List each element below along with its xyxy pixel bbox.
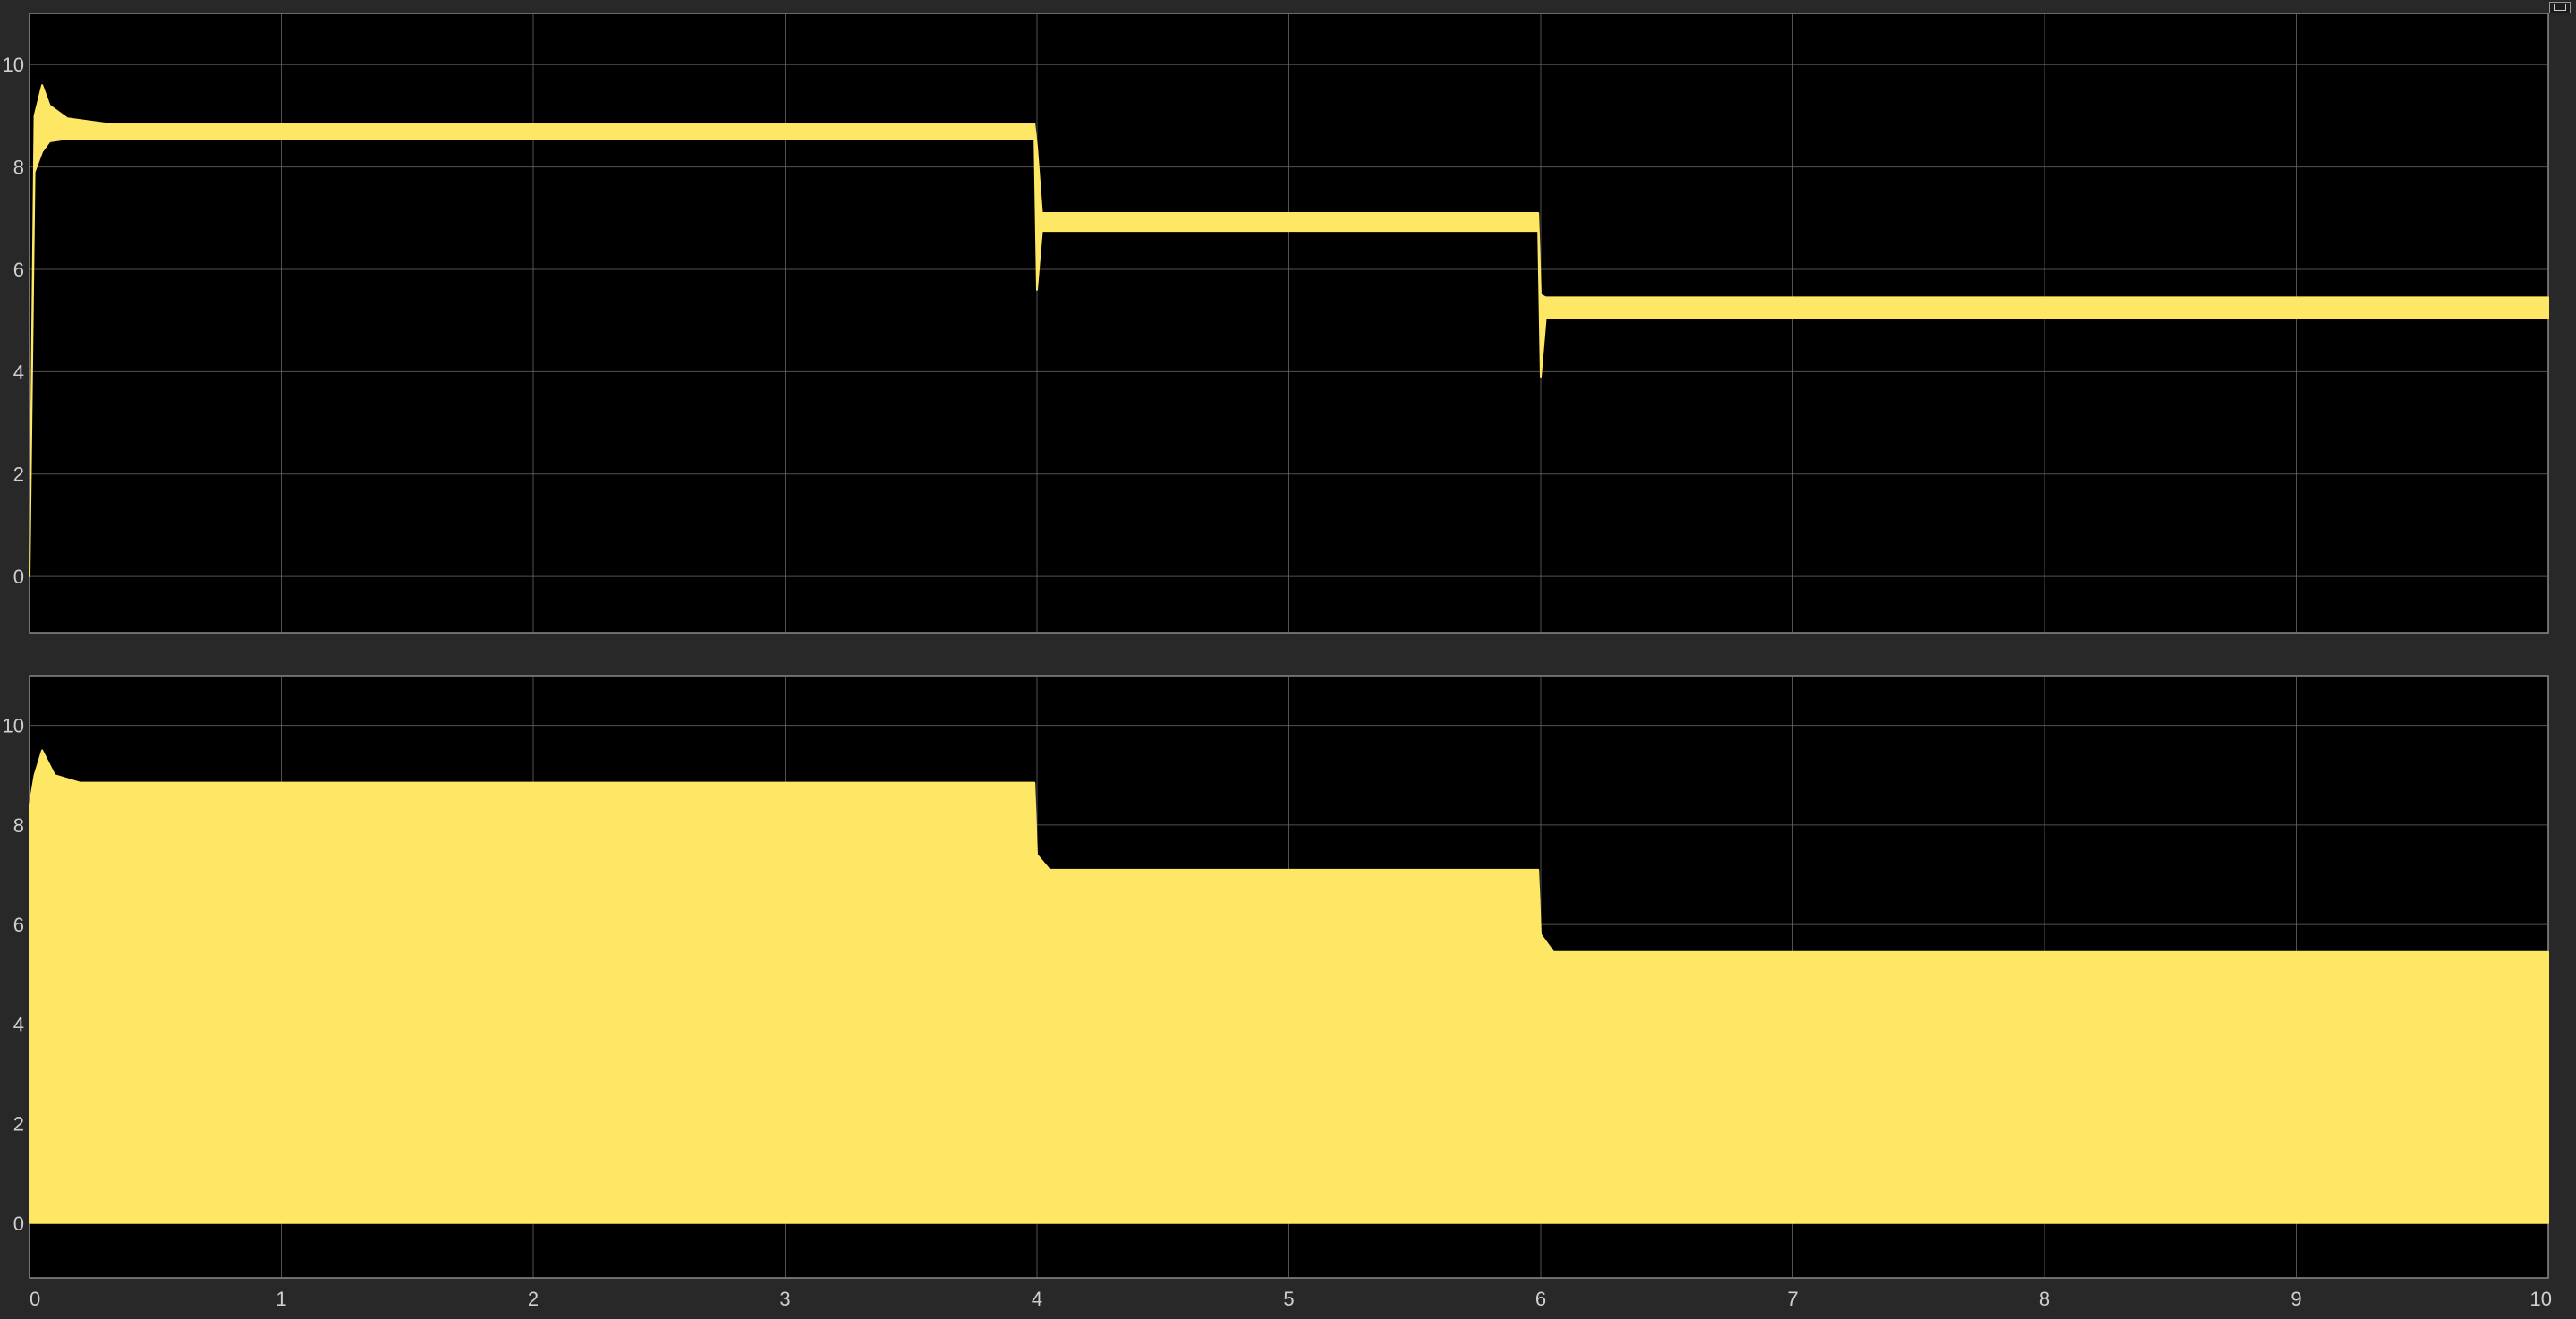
plot-bottom: 0 2 4 6 8 10 0 1 2 3 4 5 6 7 8 9 10 bbox=[3, 675, 2552, 1310]
y-tick-label: 6 bbox=[13, 914, 24, 936]
x-tick-label: 3 bbox=[779, 1288, 790, 1310]
y-tick-label: 8 bbox=[13, 157, 24, 179]
y-tick-label: 4 bbox=[13, 1013, 24, 1035]
y-tick-label: 10 bbox=[3, 715, 24, 737]
y-tick-label: 10 bbox=[3, 54, 24, 76]
x-tick-label: 9 bbox=[2291, 1288, 2301, 1310]
x-tick-label: 10 bbox=[2530, 1288, 2552, 1310]
signal-series-0-0 bbox=[29, 84, 2549, 578]
y-tick-label: 8 bbox=[13, 814, 24, 837]
y-tick-label: 0 bbox=[13, 566, 24, 588]
x-tick-label: 8 bbox=[2039, 1288, 2050, 1310]
y-tick-label: 6 bbox=[13, 259, 24, 281]
x-tick-label: 4 bbox=[1032, 1288, 1042, 1310]
y-tick-label: 2 bbox=[13, 464, 24, 486]
restore-layout-icon[interactable] bbox=[2549, 2, 2571, 13]
plot-top: 0 2 4 6 8 10 bbox=[3, 13, 2549, 634]
x-tick-label: 5 bbox=[1283, 1288, 1294, 1310]
x-tick-label: 7 bbox=[1787, 1288, 1798, 1310]
y-tick-label: 0 bbox=[13, 1213, 24, 1235]
x-tick-label: 1 bbox=[276, 1288, 286, 1310]
signal-series-1-0 bbox=[29, 749, 2549, 1224]
x-tick-label: 6 bbox=[1535, 1288, 1546, 1310]
x-tick-label: 2 bbox=[528, 1288, 539, 1310]
y-tick-label: 4 bbox=[13, 361, 24, 383]
y-tick-label: 2 bbox=[13, 1113, 24, 1136]
x-tick-label: 0 bbox=[30, 1288, 40, 1310]
